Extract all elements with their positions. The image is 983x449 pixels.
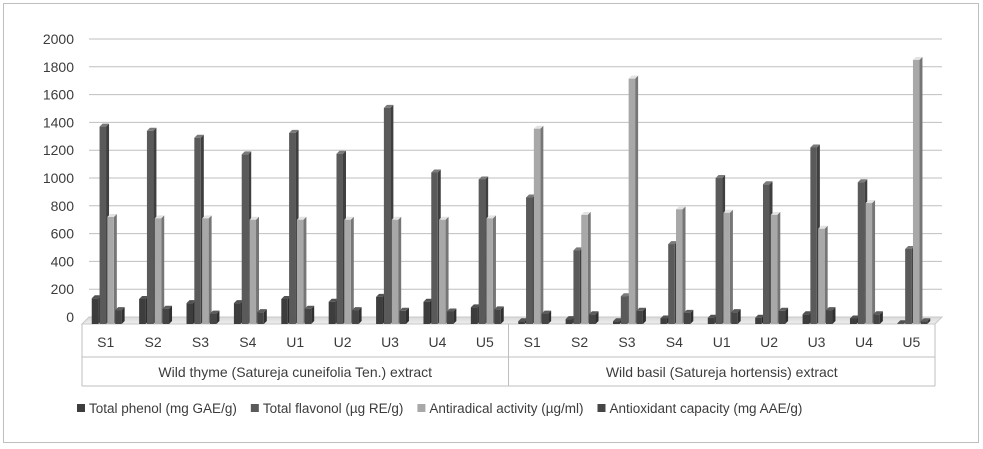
bar — [344, 216, 354, 324]
x-tick-label: U5 — [476, 334, 494, 350]
y-tick-label: 1000 — [43, 170, 74, 186]
bar — [912, 56, 923, 325]
legend-label: Antioxidant capacity (mg AAE/g) — [610, 401, 803, 416]
bar — [628, 75, 639, 324]
bars — [91, 56, 931, 325]
bar — [399, 307, 409, 324]
y-tick-label: 2000 — [43, 31, 74, 47]
y-axis-ticks: 0 200 400 600 800 1000 1200 1400 1600 1800 2000 — [43, 31, 74, 325]
x-tick-label: S2 — [145, 334, 162, 350]
x-tick-label: S4 — [666, 334, 683, 350]
legend-swatch — [417, 404, 426, 412]
bar — [825, 307, 836, 324]
x-tick-label: U5 — [902, 334, 920, 350]
bar — [920, 318, 931, 324]
bar — [778, 307, 789, 324]
legend: Total phenol (mg GAE/g) Total flavonol (µ… — [77, 401, 802, 416]
legend-item: Antiradical activity (µg/ml) — [417, 401, 584, 416]
x-tick-label: U4 — [428, 334, 446, 350]
bar — [873, 311, 883, 324]
x-tick-label: S2 — [571, 334, 588, 350]
x-tick-label: U4 — [855, 334, 873, 350]
bar — [533, 125, 544, 324]
bar — [154, 215, 165, 324]
bar — [589, 311, 599, 324]
bar — [541, 310, 552, 324]
bar — [107, 213, 117, 324]
legend-label: Antiradical activity (µg/ml) — [429, 401, 583, 416]
x-tick-label: S1 — [524, 334, 541, 350]
group-label: Wild thyme (Satureja cuneifolia Ten.) ex… — [158, 364, 432, 380]
bar — [486, 215, 496, 324]
legend-swatch — [597, 404, 606, 412]
y-tick-label: 800 — [51, 198, 75, 214]
bar — [257, 309, 267, 324]
bar — [439, 216, 449, 324]
bar — [865, 200, 876, 324]
bar — [352, 307, 362, 324]
bar — [209, 310, 220, 324]
legend-swatch — [250, 404, 259, 412]
x-tick-label: S1 — [97, 334, 114, 350]
bar — [770, 211, 781, 324]
bar-chart: 0 200 400 600 800 1000 1200 1400 1600 1800 2000 S1… — [43, 31, 944, 416]
x-tick-label: U3 — [381, 334, 399, 350]
bar — [446, 308, 457, 324]
x-tick-label: U2 — [760, 334, 778, 350]
bar — [115, 307, 125, 324]
legend-label: Total phenol (mg GAE/g) — [89, 401, 237, 416]
legend-swatch — [77, 404, 85, 412]
y-tick-label: 1600 — [43, 87, 74, 103]
bar — [581, 211, 591, 324]
legend-item: Antioxidant capacity (mg AAE/g) — [597, 401, 803, 416]
y-tick-label: 1400 — [43, 114, 74, 130]
bar — [202, 215, 212, 324]
y-tick-label: 1800 — [43, 59, 74, 75]
x-axis: S1 S2 S3 S4 U1 U2 U3 U4 U5 S1 S2 S3 S4 U1 U2 U3 U4 U5 Wild… — [81, 324, 936, 387]
x-tick-label: S4 — [239, 334, 256, 350]
bar — [304, 305, 315, 324]
y-tick-label: 600 — [51, 226, 75, 242]
bar — [723, 209, 733, 324]
bar — [676, 206, 686, 324]
y-tick-label: 0 — [66, 309, 74, 325]
chart-frame: 0 200 400 600 800 1000 1200 1400 1600 1800 2000 S1… — [3, 3, 979, 443]
bar — [249, 216, 260, 324]
x-tick-label: S3 — [618, 334, 635, 350]
y-tick-label: 200 — [51, 281, 75, 297]
bar — [818, 225, 828, 324]
legend-item: Total phenol (mg GAE/g) — [77, 401, 237, 416]
bar — [683, 309, 694, 324]
legend-item: Total flavonol (µg RE/g) — [250, 401, 404, 416]
bar — [296, 216, 307, 324]
x-tick-label: S3 — [192, 334, 209, 350]
x-tick-label: U3 — [808, 334, 826, 350]
x-tick-label: U2 — [334, 334, 352, 350]
y-tick-label: 1200 — [43, 142, 74, 158]
x-tick-label: U1 — [713, 334, 731, 350]
y-tick-label: 400 — [51, 253, 75, 269]
bar — [162, 305, 173, 324]
gridlines — [89, 38, 942, 318]
bar — [391, 216, 402, 324]
bar — [731, 309, 741, 324]
x-tick-label: U1 — [286, 334, 304, 350]
bar — [494, 306, 504, 324]
group-label: Wild basil (Satureja hortensis) extract — [606, 364, 838, 380]
bar — [636, 307, 646, 324]
legend-label: Total flavonol (µg RE/g) — [263, 401, 404, 416]
